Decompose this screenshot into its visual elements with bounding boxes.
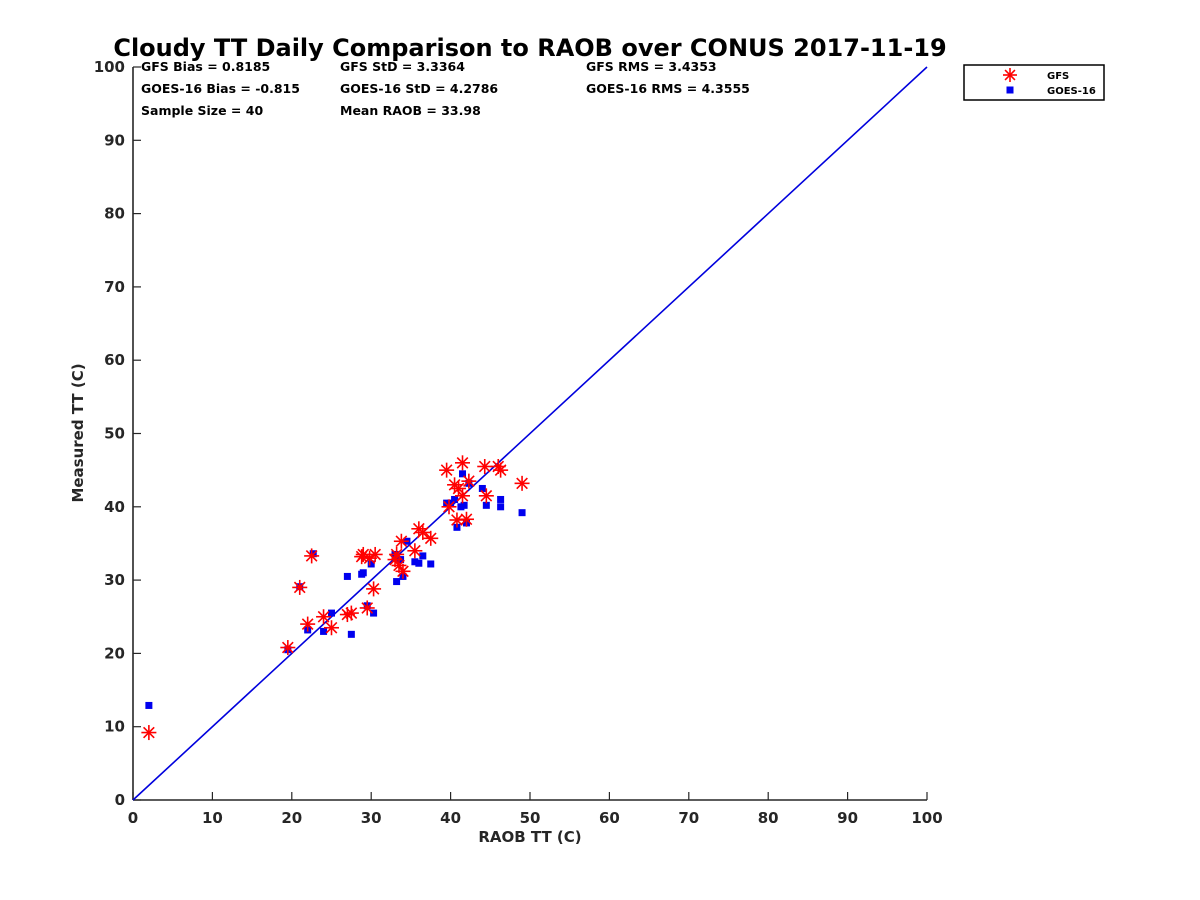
legend-gfs-marker (1003, 68, 1017, 82)
legend-goes-marker (1006, 86, 1014, 94)
gfs-point (455, 455, 471, 471)
gfs-point (458, 511, 474, 527)
goes16-point (478, 484, 486, 492)
y-tick-label: 10 (104, 718, 125, 736)
stat-mean-raob: Mean RAOB = 33.98 (340, 103, 481, 118)
axes: 0 10 20 30 40 50 60 70 80 90 100 0 10 20 30 40 50 60 70 80 9… (94, 58, 943, 827)
stats-block: GFS Bias = 0.8185 GFS StD = 3.3364 GFS R… (141, 59, 750, 118)
goes16-point (459, 470, 467, 478)
goes16-point (427, 560, 435, 568)
gfs-point (367, 546, 383, 562)
goes16-point (370, 609, 378, 617)
reference-line (132, 66, 928, 801)
x-tick-label: 20 (281, 809, 302, 827)
gfs-point (366, 581, 382, 597)
goes16-point (320, 627, 328, 635)
gfs-point (393, 533, 409, 549)
gfs-point (280, 640, 296, 656)
stat-gfs-std: GFS StD = 3.3364 (340, 59, 465, 74)
goes16-point (347, 630, 355, 638)
gfs-point (455, 488, 471, 504)
gfs-point (478, 488, 494, 504)
legend-gfs-asterisk (1003, 68, 1017, 82)
x-tick-label: 100 (911, 809, 942, 827)
goes16-point (447, 499, 455, 507)
gfs-point (493, 462, 509, 478)
gfs-point (461, 473, 477, 489)
gfs-point (141, 725, 157, 741)
y-tick-label: 30 (104, 571, 125, 589)
gfs-point (343, 605, 359, 621)
y-tick-label: 90 (104, 131, 125, 149)
x-tick-label: 10 (202, 809, 223, 827)
gfs-point (316, 609, 332, 625)
gfs-point (441, 499, 457, 515)
y-tick-label: 60 (104, 351, 125, 369)
y-axis-label: Measured TT (C) (69, 363, 87, 502)
y-tick-label: 100 (94, 58, 125, 76)
stat-gfs-bias: GFS Bias = 0.8185 (141, 59, 270, 74)
legend-gfs-label: GFS (1047, 71, 1069, 82)
goes16-point (419, 552, 427, 560)
chart-title: Cloudy TT Daily Comparison to RAOB over … (113, 34, 946, 62)
gfs-point (514, 475, 530, 491)
goes16-point (328, 609, 335, 617)
legend-goes-label: GOES-16 (1047, 86, 1096, 97)
goes16-point (411, 558, 419, 566)
gfs-point (415, 524, 431, 540)
x-tick-label: 40 (440, 809, 461, 827)
y-tick-label: 70 (104, 278, 125, 296)
goes16-point (460, 501, 468, 509)
gfs-point (324, 620, 339, 636)
goes16-point (451, 495, 459, 503)
gfs-point (477, 458, 493, 474)
goes16-point (343, 572, 351, 580)
gfs-point (423, 530, 439, 546)
gfs-point (292, 579, 308, 595)
x-tick-label: 70 (678, 809, 699, 827)
x-axis-label: RAOB TT (C) (478, 828, 581, 846)
goes16-point (393, 578, 401, 586)
stat-sample-size: Sample Size = 40 (141, 103, 263, 118)
goes16-point (415, 559, 423, 567)
gfs-point (300, 616, 316, 632)
goes16-point (482, 501, 490, 509)
x-tick-label: 50 (520, 809, 541, 827)
gfs-point (304, 548, 320, 564)
goes16-point (359, 569, 367, 577)
gfs-point (439, 462, 455, 478)
reference-line-layer (132, 66, 928, 801)
stat-goes-bias: GOES-16 Bias = -0.815 (141, 81, 300, 96)
stat-goes-std: GOES-16 StD = 4.2786 (340, 81, 498, 96)
goes16-point (145, 701, 153, 709)
x-tick-label: 60 (599, 809, 620, 827)
y-tick-label: 20 (104, 644, 125, 662)
x-tick-label: 0 (128, 809, 138, 827)
gfs-point (359, 600, 375, 616)
stat-goes-rms: GOES-16 RMS = 4.3555 (586, 81, 750, 96)
goes16-point (497, 495, 505, 503)
x-tick-label: 80 (758, 809, 779, 827)
x-tick-label: 30 (361, 809, 382, 827)
stat-gfs-rms: GFS RMS = 3.4353 (586, 59, 717, 74)
goes16-point (443, 499, 451, 507)
y-tick-label: 0 (115, 791, 125, 809)
gfs-point (395, 563, 411, 579)
legend-goes-square (1006, 86, 1014, 94)
goes16-point (497, 503, 505, 511)
gfs-point (389, 546, 405, 562)
y-tick-label: 40 (104, 498, 125, 516)
goes16-point (518, 509, 526, 517)
goes16-point (367, 560, 375, 568)
data-points (141, 455, 530, 741)
y-tick-label: 80 (104, 205, 125, 223)
x-tick-label: 90 (837, 809, 858, 827)
y-tick-label: 50 (104, 425, 125, 443)
legend-box (963, 64, 1105, 101)
legend: GFS GOES-16 (963, 64, 1105, 101)
gfs-point (407, 543, 423, 559)
